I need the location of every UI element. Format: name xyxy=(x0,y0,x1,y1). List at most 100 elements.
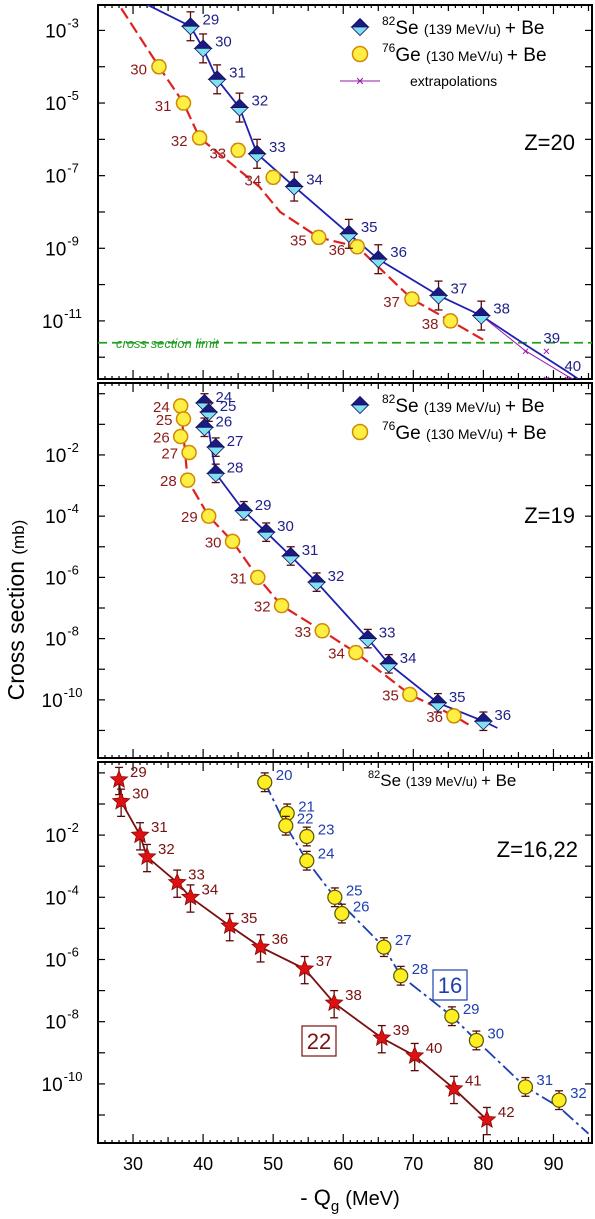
data-point-se xyxy=(284,177,304,196)
data-point-z16 xyxy=(278,818,294,834)
data-point-z16 xyxy=(517,1079,534,1095)
point-label-z16: 31 xyxy=(536,1072,553,1089)
data-point-z22 xyxy=(372,1027,392,1047)
data-point-z16 xyxy=(393,968,409,984)
data-point-se xyxy=(358,629,378,648)
point-label-ge: 32 xyxy=(171,133,188,150)
point-label-ge: 33 xyxy=(209,145,226,162)
data-point-z22 xyxy=(109,769,129,788)
point-label-se: 38 xyxy=(493,301,510,318)
point-label-z22: 36 xyxy=(272,931,289,948)
data-point-z22 xyxy=(111,791,131,810)
legend-entry: 82Se (139 MeV/u) + Be xyxy=(382,392,544,417)
point-label-ge: 30 xyxy=(205,534,222,551)
data-point-ge xyxy=(172,398,189,414)
point-label-se: 35 xyxy=(361,219,378,236)
data-point-z16 xyxy=(551,1092,567,1108)
legend-entry: 76Ge (130 MeV/u) + Be xyxy=(382,41,547,66)
point-label-ge: 37 xyxy=(383,294,400,311)
data-point-se xyxy=(281,546,301,566)
data-point-se xyxy=(230,98,250,117)
data-point-ge xyxy=(273,597,290,614)
limit-label: cross section limit xyxy=(116,336,220,351)
point-label-ge: 32 xyxy=(254,599,271,616)
point-label-ge: 36 xyxy=(329,242,346,259)
y-tick-label: 10-2 xyxy=(45,820,79,847)
point-label-ge: 33 xyxy=(295,624,312,641)
point-label-z16: 32 xyxy=(570,1085,587,1102)
y-tick-label: 10-2 xyxy=(45,440,79,467)
point-label-se: 28 xyxy=(227,459,244,476)
data-point-z22 xyxy=(137,846,157,865)
y-tick-label: 10-8 xyxy=(45,1007,79,1034)
y-tick-label: 10-6 xyxy=(45,562,79,589)
data-point-z16 xyxy=(376,939,392,955)
data-point-ge xyxy=(442,313,459,329)
panel-frame xyxy=(97,761,593,1144)
legend-entry: 82Se (139 MeV/u) + Be xyxy=(368,769,516,790)
point-label-se: 29 xyxy=(202,11,219,28)
point-label-z22: 29 xyxy=(130,764,147,781)
point-label-z22: 30 xyxy=(132,786,149,803)
point-label-se: 33 xyxy=(379,625,396,642)
point-label-z16: 21 xyxy=(298,798,315,815)
data-point-ge xyxy=(446,708,462,724)
data-point-se xyxy=(307,573,327,592)
x-tick-label: 40 xyxy=(193,1154,213,1174)
panel-z20: 10-3 10-5 10-7 10-9 10-11 Z=20 82Se (139 MeV/u… xyxy=(42,4,593,386)
extrap-point: ✕ xyxy=(542,347,550,358)
data-point-ge xyxy=(175,411,192,427)
extrap-line xyxy=(480,315,575,379)
y-tick-label: 10-8 xyxy=(45,624,79,651)
data-point-z22 xyxy=(405,1045,425,1064)
point-label-z22: 33 xyxy=(188,866,205,883)
data-point-z22 xyxy=(251,937,271,956)
data-point-z22 xyxy=(295,958,315,977)
y-tick-label: 10-3 xyxy=(45,15,79,42)
point-label-se: 31 xyxy=(302,542,319,559)
data-point-ge xyxy=(250,569,266,586)
data-point-se xyxy=(193,39,213,58)
data-point-z16 xyxy=(299,828,315,845)
data-point-ge xyxy=(191,130,208,146)
point-label-ge: 36 xyxy=(426,709,443,726)
y-tick-label: 10-7 xyxy=(45,161,79,188)
point-label-z22: 40 xyxy=(426,1040,443,1057)
data-point-se xyxy=(429,286,449,305)
data-point-se xyxy=(339,224,359,243)
data-point-ge xyxy=(179,472,196,488)
point-label-se: 35 xyxy=(449,689,466,706)
point-label-z22: 42 xyxy=(498,1104,515,1121)
y-axis-label: Cross section (mb) xyxy=(3,520,29,701)
box-16 xyxy=(432,969,468,1001)
data-point-z22 xyxy=(167,872,187,891)
panel-label: Z=19 xyxy=(524,503,575,528)
panel-z1622: 10-2 10-4 10-6 10-8 10-10 Z=16,22 82Se (139 Me… xyxy=(42,761,593,1144)
extrap-point: ✕ xyxy=(542,375,550,386)
point-label-se: 32 xyxy=(252,93,269,110)
data-point-ge xyxy=(265,169,281,186)
x-tick-label: 30 xyxy=(123,1154,143,1174)
panel-frame xyxy=(97,4,593,380)
point-label-se: 34 xyxy=(400,650,417,667)
data-point-ge xyxy=(230,142,246,159)
point-label-z22: 37 xyxy=(316,953,333,970)
data-point-z16 xyxy=(257,774,273,790)
data-point-se xyxy=(247,144,267,163)
data-point-z22 xyxy=(324,992,344,1012)
x-tick-label: 90 xyxy=(543,1154,563,1174)
data-point-ge xyxy=(172,428,189,445)
point-label-se: 37 xyxy=(451,281,468,298)
point-label-se: 27 xyxy=(227,433,244,450)
point-label-z22: 38 xyxy=(345,987,362,1004)
point-label-ge: 35 xyxy=(382,687,399,704)
legend-marker-se xyxy=(350,17,370,37)
data-point-ge xyxy=(151,58,167,75)
x-tick-label: 80 xyxy=(473,1154,493,1174)
point-label-z22: 34 xyxy=(201,881,218,898)
y-tick-label: 10-4 xyxy=(45,501,79,528)
point-label-ge: 34 xyxy=(244,172,261,189)
point-label-ge: 26 xyxy=(153,430,170,447)
data-point-se xyxy=(368,250,388,269)
